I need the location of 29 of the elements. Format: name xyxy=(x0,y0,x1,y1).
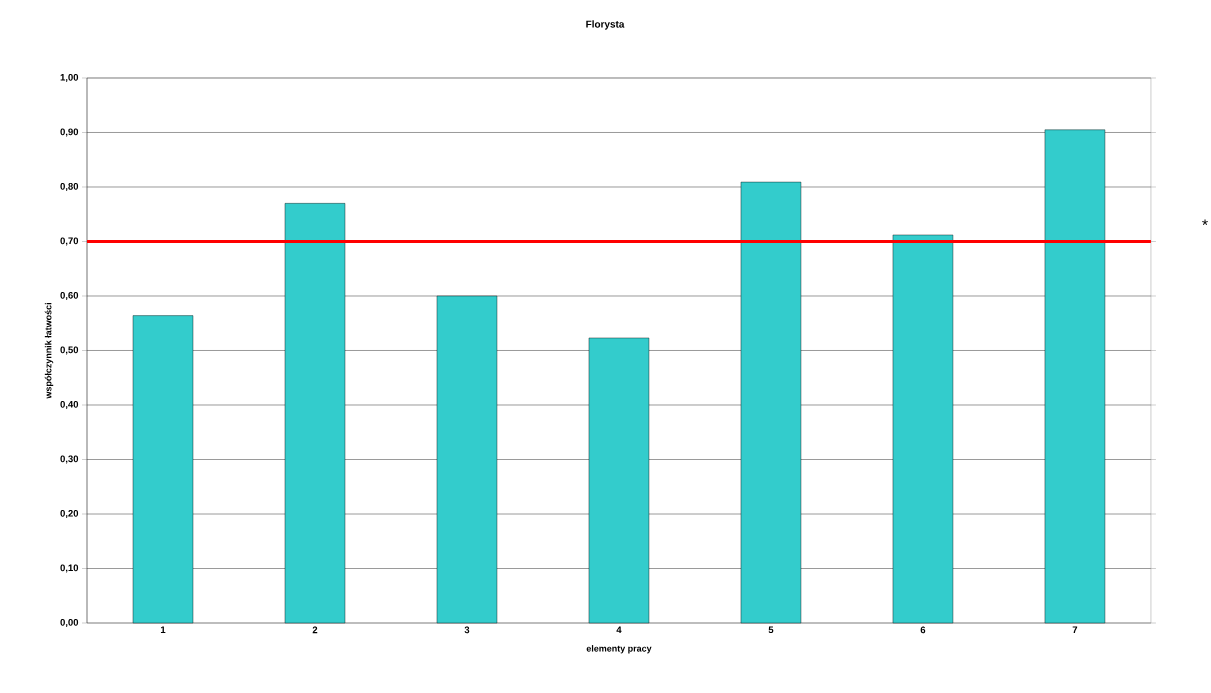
y-tick-label: 1,00 xyxy=(60,73,79,83)
bar xyxy=(1044,129,1106,624)
x-tick-label: 1 xyxy=(160,626,166,634)
text: * xyxy=(1202,219,1208,226)
bar xyxy=(132,315,194,624)
y-axis-title: współczynnik łatwości xyxy=(44,303,54,399)
x-tick-label: 6 xyxy=(920,626,926,634)
x-tick-label: 3 xyxy=(464,626,470,634)
bar xyxy=(284,203,346,624)
y-tick-label: 0,30 xyxy=(60,455,79,464)
x-tick-label: 2 xyxy=(312,626,318,634)
bar xyxy=(588,337,650,624)
y-tick-label: 0,00 xyxy=(60,618,79,628)
y-tick-label: 0,90 xyxy=(60,128,79,137)
y-tick-label: 0,70 xyxy=(60,237,79,246)
x-tick-label: 4 xyxy=(616,626,622,634)
bar xyxy=(892,234,954,624)
x-tick-label: 5 xyxy=(768,626,774,634)
bar xyxy=(740,181,802,624)
chart-title: Florysta xyxy=(586,20,625,30)
y-tick-label: 0,50 xyxy=(60,346,79,355)
x-axis-title: elementy pracy xyxy=(586,645,652,654)
y-tick-label: 0,40 xyxy=(60,400,79,410)
y-tick-label: 0,80 xyxy=(60,182,79,192)
y-tick-label: 0,60 xyxy=(60,291,79,301)
y-tick-label: 0,10 xyxy=(60,564,79,573)
bar xyxy=(436,295,498,624)
y-tick-label: 0,20 xyxy=(60,509,79,519)
x-tick-label: 7 xyxy=(1072,626,1078,634)
